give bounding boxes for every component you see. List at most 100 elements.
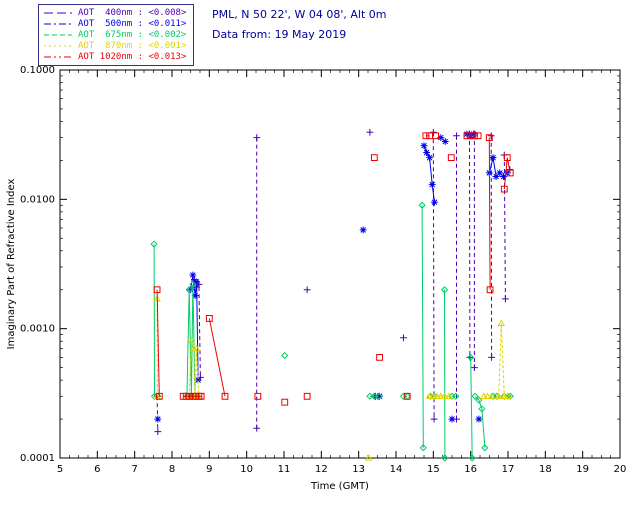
asterisk-marker [448,415,456,423]
asterisk-marker [500,173,507,180]
asterisk-marker [423,149,431,156]
diamond-marker [441,454,449,462]
square-marker [432,132,439,140]
triangle-marker [500,392,509,399]
x-tick-label: 19 [576,464,589,475]
square-marker [254,392,262,400]
plus-marker [429,128,437,136]
asterisk-marker [189,271,197,279]
asterisk-marker [431,198,438,206]
diamond-marker [506,392,514,400]
square-marker [303,392,311,400]
asterisk-marker [441,138,449,145]
square-marker [486,286,494,294]
legend-line-sample-icon [44,45,72,47]
triangle-marker [364,454,373,461]
asterisk-marker [463,130,471,138]
legend-item-aot-500nm: AOT 500nm : <0.011> [43,19,186,29]
triangle-marker [425,392,434,399]
square-marker [281,398,289,406]
asterisk-marker [191,292,199,300]
x-tick-label: 10 [240,464,253,475]
plus-marker [487,132,495,140]
square-marker [403,392,411,400]
diamond-marker [281,351,289,360]
triangle-marker [479,392,488,399]
square-marker [370,154,378,162]
series-line-675nm [474,395,486,448]
date-subtitle: Data from: 19 May 2019 [212,28,347,41]
legend-label: AOT 675nm : <0.002> [78,30,187,40]
x-tick-label: 8 [169,464,175,475]
plus-marker [501,295,509,303]
square-marker [500,185,508,193]
asterisk-marker [428,181,436,188]
x-tick-label: 9 [206,464,212,475]
plus-marker [253,424,261,432]
legend-item-aot-400nm: AOT 400nm : <0.008> [43,8,186,18]
x-tick-label: 15 [427,464,440,475]
legend-label: AOT 1020nm : <0.013> [78,52,187,62]
asterisk-marker [496,169,504,177]
y-axis-label: Imaginary Part of Refractive Index [6,179,17,350]
asterisk-marker [426,154,433,162]
x-tick-label: 17 [502,464,515,475]
x-tick-label: 18 [539,464,552,475]
diamond-marker [504,392,512,400]
plus-marker [154,428,162,435]
series-line-1020nm [208,318,226,397]
triangle-marker [497,319,506,326]
diamond-marker [452,392,460,400]
y-tick-label: 0.0010 [20,324,55,335]
series-line-400nm [156,396,159,432]
x-tick-label: 16 [464,464,477,475]
series-line-675nm [421,205,424,448]
diamond-marker [475,396,483,404]
x-tick-label: 14 [390,464,403,475]
x-tick-label: 13 [352,464,365,475]
asterisk-marker [194,376,202,384]
diamond-marker [471,392,479,400]
series-line-400nm [503,154,506,299]
triangle-marker [433,392,441,399]
x-tick-label: 6 [94,464,100,475]
diamond-marker [468,454,476,462]
plus-marker [471,364,478,371]
x-tick-label: 20 [614,464,627,475]
y-tick-label: 0.0001 [20,453,55,464]
plus-marker [303,286,311,294]
asterisk-marker [187,286,195,294]
triangle-marker [504,392,512,399]
square-marker [197,392,205,400]
asterisk-marker [475,415,483,423]
asterisk-marker [154,415,162,423]
asterisk-marker [420,142,428,150]
diamond-marker [418,201,426,209]
square-marker [485,134,493,142]
x-tick-label: 11 [278,464,291,475]
diamond-marker [440,286,449,294]
x-tick-label: 12 [315,464,328,475]
legend-line-sample-icon [44,56,72,58]
asterisk-marker [437,134,445,142]
diamond-marker [150,240,158,248]
asterisk-marker [492,173,500,180]
legend-line-sample-icon [44,12,72,14]
asterisk-marker [359,226,367,234]
x-axis-label: Time (GMT) [310,481,369,492]
series-line-870nm [498,323,508,397]
diamond-marker [189,280,197,288]
triangle-marker [445,392,453,399]
plus-marker [400,334,407,342]
square-marker [155,392,163,400]
diamond-marker [375,392,383,400]
square-marker [447,154,455,162]
legend-item-aot-870nm: AOT 870nm : <0.001> [43,41,186,51]
series-line-1020nm [156,289,160,397]
legend-label: AOT 870nm : <0.001> [78,41,187,51]
asterisk-marker [193,278,201,286]
series-line-1020nm [503,157,511,190]
square-marker [506,169,514,177]
x-tick-label: 5 [57,464,63,475]
